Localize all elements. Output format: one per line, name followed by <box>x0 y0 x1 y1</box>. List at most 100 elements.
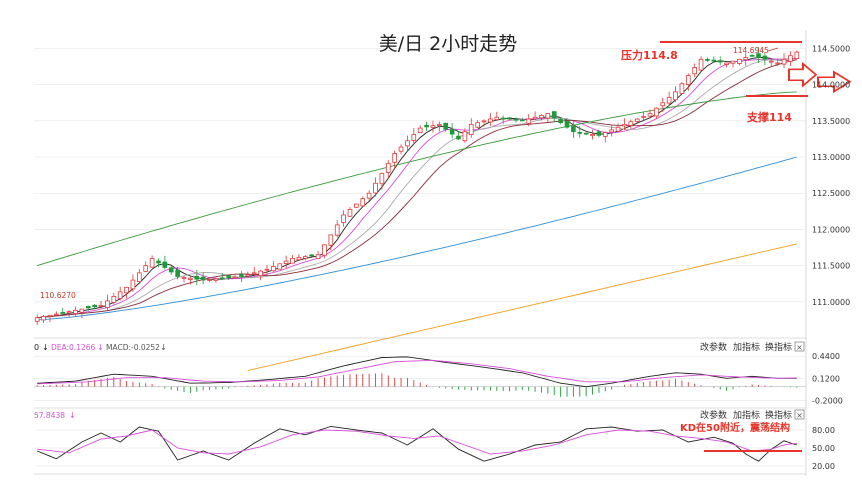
down-candle <box>520 119 525 122</box>
price-tick-label: 111.5000 <box>812 262 850 271</box>
up-candle <box>494 116 500 121</box>
down-candle <box>500 117 506 120</box>
down-candle <box>194 275 200 280</box>
down-candle <box>175 269 180 277</box>
macd-tick-label: -0.2000 <box>812 397 843 406</box>
up-candle <box>149 257 155 268</box>
up-candle <box>788 55 793 62</box>
macd-close-box[interactable] <box>794 341 805 352</box>
up-candle <box>296 257 302 261</box>
up-candle <box>539 115 544 119</box>
macd-tick-label: 0.1200 <box>812 374 840 383</box>
down-candle <box>60 312 66 314</box>
up-candle <box>322 244 327 256</box>
up-candle <box>628 121 634 126</box>
up-candle <box>392 153 397 163</box>
up-candle <box>532 116 538 120</box>
down-candle <box>443 122 449 130</box>
up-candle <box>685 75 691 86</box>
up-candle <box>137 272 142 283</box>
up-candle <box>245 274 251 277</box>
up-candle <box>488 118 493 123</box>
up-candle <box>437 124 442 127</box>
kd-swap-indicator-button[interactable]: 换指标 <box>765 409 792 421</box>
macd-close-icon[interactable]: × <box>796 343 803 352</box>
up-candle <box>290 257 295 264</box>
up-candle <box>794 51 800 59</box>
ma-line-ma120 <box>37 156 797 321</box>
up-candle <box>615 126 621 132</box>
kd-close-box[interactable] <box>794 409 805 420</box>
down-candle <box>583 132 589 135</box>
macd-change-params-button[interactable]: 改参数 <box>700 341 727 353</box>
ma-line-ma10 <box>37 57 797 319</box>
up-candle <box>124 286 129 294</box>
up-candle <box>54 313 59 316</box>
up-candle <box>360 198 366 207</box>
up-candle <box>743 57 749 61</box>
chart-title: 美/日 2小时走势 <box>379 33 518 55</box>
kd-k-line <box>37 425 797 462</box>
up-candle <box>609 129 615 133</box>
up-candle <box>724 62 729 65</box>
up-candle <box>634 118 640 122</box>
price-tick-label: 112.5000 <box>812 189 850 198</box>
down-candle <box>507 117 512 120</box>
up-candle <box>641 115 646 118</box>
macd-dea-value: DEA:0.1266 <box>51 343 96 352</box>
up-candle <box>737 58 742 64</box>
down-candle <box>239 273 244 277</box>
macd-panel <box>36 356 798 397</box>
up-candle <box>590 134 595 137</box>
up-candle <box>411 134 417 141</box>
down-candle <box>711 59 717 62</box>
down-candle <box>309 254 314 257</box>
low-price-marker: 110.6270 <box>40 291 76 300</box>
kd-add-indicator-button[interactable]: 加指标 <box>733 409 760 421</box>
price-tick-label: 111.0000 <box>812 298 850 307</box>
high-marker-pointer <box>767 47 779 52</box>
up-candle <box>379 172 385 185</box>
up-candle <box>41 316 46 321</box>
up-candle <box>47 314 53 317</box>
kd-change-params-button[interactable]: 改参数 <box>700 409 727 421</box>
down-candle <box>577 131 583 134</box>
down-candle <box>449 129 455 135</box>
kd-note: KD在50附近，震荡结构 <box>680 421 790 434</box>
up-candle <box>462 131 468 142</box>
kd-tick-label: 80.00 <box>812 426 835 435</box>
price-axis: 114.5000 114.0000 113.5000 113.0000 112.5000… <box>812 44 850 471</box>
up-candle <box>602 132 608 137</box>
macd-dea-line <box>37 359 797 385</box>
up-candle <box>143 265 149 272</box>
up-candle <box>130 279 136 290</box>
up-candle <box>34 317 40 322</box>
up-candle <box>213 278 219 281</box>
down-candle <box>705 59 710 61</box>
up-candle <box>207 279 212 281</box>
down-candle <box>456 135 461 140</box>
up-candle <box>302 256 308 259</box>
macd-header-0: 0 <box>34 343 39 352</box>
up-candle <box>468 124 474 135</box>
macd-add-indicator-button[interactable]: 加指标 <box>733 341 760 353</box>
down-candle <box>558 119 563 124</box>
up-candle <box>430 125 436 128</box>
macd-panel-menu: 改参数 加指标 换指标 × <box>700 341 805 353</box>
kd-header: 57.8438 ↓ <box>34 411 76 420</box>
up-candle <box>622 124 627 127</box>
up-candle <box>328 234 334 246</box>
ma-line-ma250 <box>247 243 797 372</box>
macd-value: MACD:-0.0252 <box>106 343 160 352</box>
macd-swap-indicator-button[interactable]: 换指标 <box>765 341 792 353</box>
down-candle <box>749 54 755 57</box>
kd-close-icon[interactable]: × <box>796 411 803 420</box>
kd-panel-menu: 改参数 加指标 换指标 × <box>700 409 805 421</box>
high-price-marker: 114.6945 <box>733 46 769 55</box>
up-candle <box>341 214 346 223</box>
down-candle <box>200 276 206 281</box>
up-candle <box>373 182 378 194</box>
down-candle <box>756 53 761 58</box>
up-candle <box>283 260 289 264</box>
